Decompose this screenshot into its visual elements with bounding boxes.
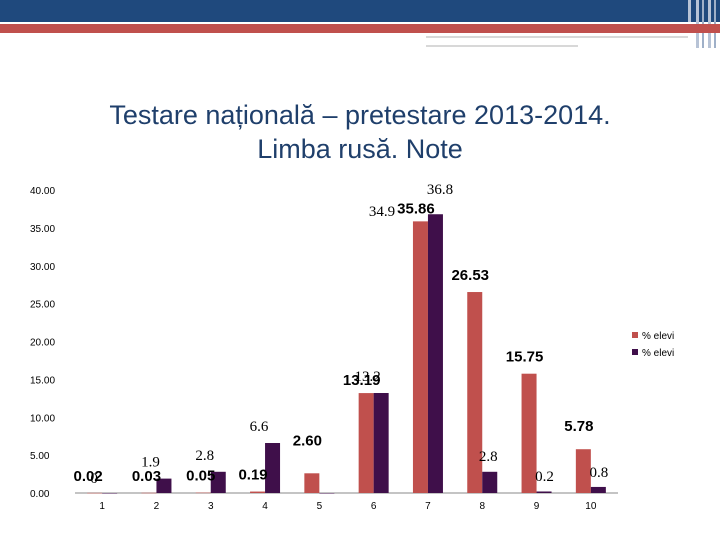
title-line-1: Testare națională – pretestare 2013-2014… xyxy=(109,100,611,130)
x-tick-label: 10 xyxy=(585,501,597,512)
bar-series-2 xyxy=(536,491,552,493)
data-label-series-2: 0.2 xyxy=(535,469,554,485)
accent-line-2 xyxy=(426,45,578,47)
data-label-series-1: 0.19 xyxy=(238,467,267,484)
x-tick-label: 3 xyxy=(208,501,214,512)
title-line-2: Limba rusă. Note xyxy=(257,134,463,164)
data-label-series-1: 0.05 xyxy=(186,468,215,485)
y-tick-label: 20.00 xyxy=(30,338,55,349)
bar-series-1 xyxy=(467,292,483,493)
y-tick-label: 15.00 xyxy=(30,375,55,386)
bar-series-2 xyxy=(265,443,281,493)
data-label-series-2: 0.8 xyxy=(589,465,608,481)
accent-line xyxy=(426,36,688,38)
x-tick-label: 6 xyxy=(371,501,377,512)
data-label-series-1: 35.86 xyxy=(397,200,435,217)
x-tick-label: 9 xyxy=(534,501,540,512)
bar-series-2 xyxy=(427,214,443,494)
bar-series-2 xyxy=(102,493,118,494)
bar-series-2 xyxy=(319,493,335,494)
data-label-series-2: 13.2 xyxy=(355,369,381,385)
bar-series-1 xyxy=(412,221,428,493)
data-label-series-1: 13.19 xyxy=(343,372,381,389)
data-label-series-1: 15.75 xyxy=(506,349,544,366)
bar-series-2 xyxy=(482,471,498,493)
legend-swatch-2 xyxy=(632,349,638,355)
bar-series-1 xyxy=(575,449,591,493)
bar-series-2 xyxy=(210,471,226,493)
bar-series-2 xyxy=(156,478,172,493)
data-label-series-1: 0.03 xyxy=(132,468,161,485)
data-label-series-2: 0 xyxy=(90,471,98,487)
data-label-series-2: 2.8 xyxy=(195,448,214,464)
data-label-series-2: 34.9 xyxy=(369,204,395,220)
y-tick-label: 25.00 xyxy=(30,300,55,311)
x-tick-label: 8 xyxy=(479,501,485,512)
data-label-series-2: 2.8 xyxy=(479,449,498,465)
bar-series-1 xyxy=(521,373,537,493)
y-tick-label: 35.00 xyxy=(30,224,55,235)
x-tick-label: 5 xyxy=(317,501,323,512)
legend-label-2: % elevi xyxy=(642,348,674,359)
bar-series-1 xyxy=(358,393,374,493)
bar-series-1 xyxy=(141,492,157,494)
y-tick-label: 0.00 xyxy=(30,489,50,500)
y-tick-label: 30.00 xyxy=(30,262,55,273)
x-tick-label: 2 xyxy=(154,501,160,512)
x-tick-label: 4 xyxy=(262,501,268,512)
bar-series-1 xyxy=(195,492,211,494)
x-tick-label: 1 xyxy=(99,501,105,512)
data-label-series-1: 2.60 xyxy=(293,432,322,449)
data-label-series-2-top: 36.8 xyxy=(427,182,453,198)
data-label-series-1: 26.53 xyxy=(451,267,489,284)
y-tick-label: 5.00 xyxy=(30,451,50,462)
data-label-series-1: 5.78 xyxy=(564,418,593,435)
bar-series-1 xyxy=(304,473,320,493)
y-tick-label: 40.00 xyxy=(30,186,55,197)
header-bar xyxy=(0,0,720,22)
data-label-series-1: 0.02 xyxy=(74,468,103,485)
accent-stripe xyxy=(0,24,720,33)
slide-title: Testare națională – pretestare 2013-2014… xyxy=(40,98,680,166)
legend-swatch-1 xyxy=(632,332,638,338)
legend-label-1: % elevi xyxy=(642,331,674,342)
data-label-series-2: 6.6 xyxy=(250,419,269,435)
y-tick-label: 10.00 xyxy=(30,413,55,424)
bar-series-1 xyxy=(250,491,266,493)
data-label-series-2: 1.9 xyxy=(141,455,160,471)
bar-series-2 xyxy=(590,486,606,493)
x-tick-label: 7 xyxy=(425,501,431,512)
bar-series-1 xyxy=(87,492,103,494)
bar-series-2 xyxy=(373,393,389,493)
